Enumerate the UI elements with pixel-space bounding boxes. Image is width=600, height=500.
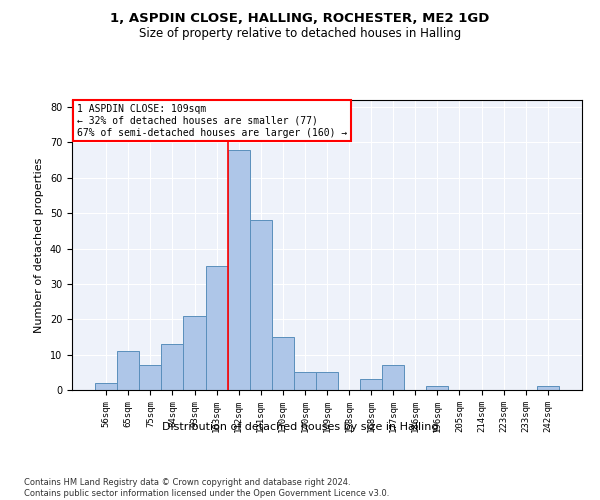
Text: Contains HM Land Registry data © Crown copyright and database right 2024.
Contai: Contains HM Land Registry data © Crown c… bbox=[24, 478, 389, 498]
Bar bbox=[184, 316, 206, 390]
Bar bbox=[382, 365, 404, 390]
Bar bbox=[316, 372, 338, 390]
Bar bbox=[95, 383, 117, 390]
Text: 1, ASPDIN CLOSE, HALLING, ROCHESTER, ME2 1GD: 1, ASPDIN CLOSE, HALLING, ROCHESTER, ME2… bbox=[110, 12, 490, 26]
Bar bbox=[294, 372, 316, 390]
Bar bbox=[227, 150, 250, 390]
Bar bbox=[427, 386, 448, 390]
Bar bbox=[161, 344, 184, 390]
Bar bbox=[139, 365, 161, 390]
Bar bbox=[272, 337, 294, 390]
Bar bbox=[360, 380, 382, 390]
Bar bbox=[537, 386, 559, 390]
Bar bbox=[250, 220, 272, 390]
Bar bbox=[117, 351, 139, 390]
Bar bbox=[206, 266, 227, 390]
Text: Distribution of detached houses by size in Halling: Distribution of detached houses by size … bbox=[162, 422, 438, 432]
Y-axis label: Number of detached properties: Number of detached properties bbox=[34, 158, 44, 332]
Text: Size of property relative to detached houses in Halling: Size of property relative to detached ho… bbox=[139, 28, 461, 40]
Text: 1 ASPDIN CLOSE: 109sqm
← 32% of detached houses are smaller (77)
67% of semi-det: 1 ASPDIN CLOSE: 109sqm ← 32% of detached… bbox=[77, 104, 347, 138]
